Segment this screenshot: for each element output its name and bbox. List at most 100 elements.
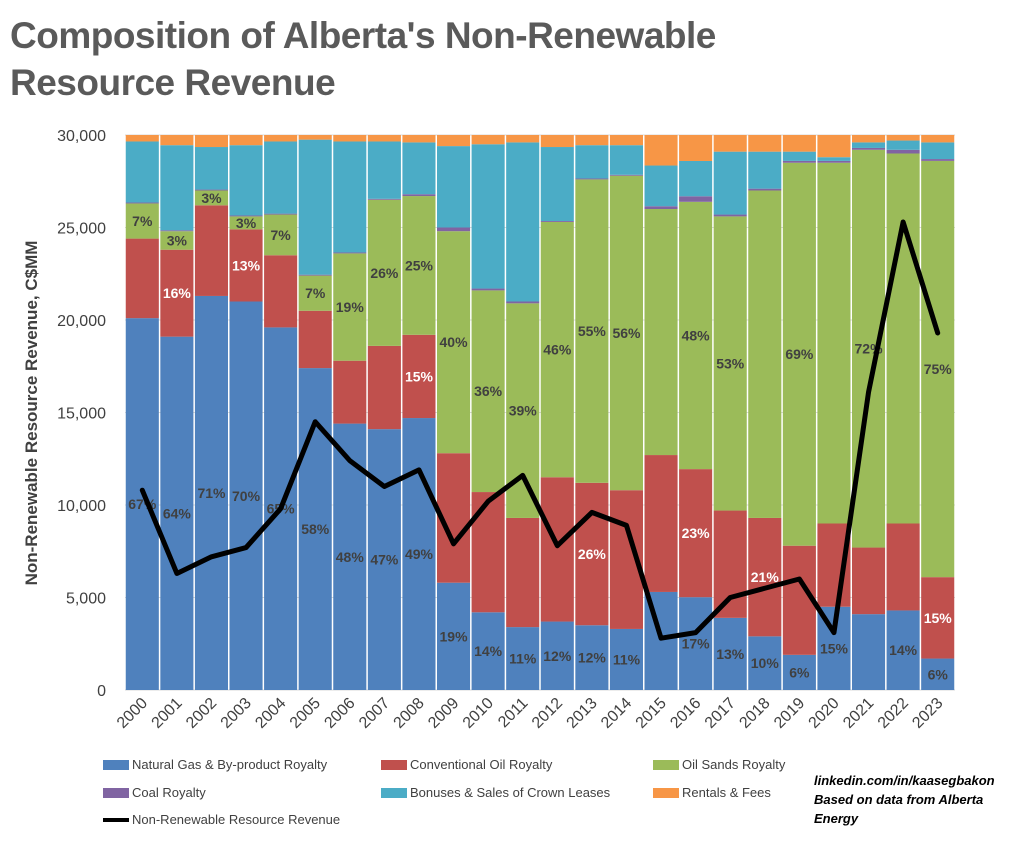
x-tick-label: 2007 xyxy=(356,695,393,732)
bar-segment xyxy=(817,157,851,161)
bar-segment xyxy=(679,196,713,202)
bar-percent-label: 11% xyxy=(613,651,641,667)
bar-segment xyxy=(471,612,505,690)
bar-segment xyxy=(229,135,263,146)
bar-segment xyxy=(748,190,782,518)
bar-segment xyxy=(921,142,955,160)
bar-segment xyxy=(540,221,574,478)
bar-segment xyxy=(575,145,609,179)
legend-label: Non-Renewable Resource Revenue xyxy=(132,812,341,827)
bar-percent-label: 10% xyxy=(751,655,780,671)
bar-segment xyxy=(160,249,194,337)
bar-segment xyxy=(506,627,540,690)
bar-percent-label: 19% xyxy=(440,628,469,644)
bar-segment xyxy=(298,310,332,369)
bar-percent-label: 26% xyxy=(578,546,607,562)
source-credit: linkedin.com/in/kaasegbakon Based on dat… xyxy=(814,771,1019,828)
bar-segment xyxy=(540,135,574,148)
bar-segment xyxy=(817,160,851,163)
bar-segment xyxy=(194,190,228,206)
bar-percent-label: 15% xyxy=(820,640,849,656)
legend-label: Rentals & Fees xyxy=(682,785,771,800)
bar-segment xyxy=(782,151,816,161)
x-tick-label: 2018 xyxy=(736,695,773,732)
bar-segment xyxy=(748,517,782,637)
bar-percent-label: 14% xyxy=(474,643,503,659)
y-axis-label: Non-Renewable Resource Revenue, C$MM xyxy=(22,241,41,586)
bar-percent-label: 39% xyxy=(509,403,538,419)
bar-segment xyxy=(264,135,298,142)
x-tick-label: 2017 xyxy=(702,695,739,732)
bar-segment xyxy=(506,142,540,302)
bar-segment xyxy=(540,621,574,690)
bar-percent-label: 48% xyxy=(682,327,711,343)
bar-segment xyxy=(194,189,228,191)
bar-segment xyxy=(609,145,643,175)
bar-segment xyxy=(506,135,540,143)
bar-percent-label: 69% xyxy=(785,346,814,362)
bar-percent-label: 13% xyxy=(232,257,261,273)
x-tick-label: 2019 xyxy=(771,695,808,732)
bar-percent-label: 49% xyxy=(405,546,434,562)
bar-segment xyxy=(782,654,816,690)
bar-segment xyxy=(437,135,471,147)
bar-segment xyxy=(921,577,955,659)
bar-percent-label: 53% xyxy=(716,355,745,371)
bar-percent-label: 36% xyxy=(474,383,503,399)
bar-segment xyxy=(125,141,159,203)
bar-segment xyxy=(886,610,920,690)
bar-segment xyxy=(921,658,955,690)
x-tick-label: 2023 xyxy=(909,695,946,732)
bar-percent-label: 55% xyxy=(578,323,607,339)
bar-percent-label: 12% xyxy=(543,648,572,664)
bar-segment xyxy=(367,199,401,346)
bar-percent-label: 58% xyxy=(301,521,330,537)
bar-segment xyxy=(782,162,816,546)
bar-segment xyxy=(437,146,471,228)
legend-label: Conventional Oil Royalty xyxy=(410,757,553,772)
bar-segment xyxy=(298,275,332,311)
bar-segment xyxy=(679,201,713,470)
bar-percent-label: 6% xyxy=(789,664,810,680)
bar-percent-label: 3% xyxy=(236,215,257,231)
legend-label: Natural Gas & By-product Royalty xyxy=(132,757,328,772)
bar-segment xyxy=(471,135,505,145)
bar-segment xyxy=(886,149,920,154)
bar-segment xyxy=(575,625,609,690)
bar-segment xyxy=(402,194,436,197)
bar-segment xyxy=(264,141,298,214)
bar-segment xyxy=(886,153,920,524)
bar-segment xyxy=(160,231,194,250)
legend-swatch xyxy=(653,787,679,798)
bar-segment xyxy=(160,135,194,146)
bar-segment xyxy=(886,523,920,611)
bar-segment xyxy=(644,209,678,456)
bar-percent-label: 47% xyxy=(370,552,399,568)
bar-segment xyxy=(367,429,401,690)
bar-segment xyxy=(852,147,886,150)
bar-segment xyxy=(679,597,713,690)
bar-segment xyxy=(921,159,955,161)
bar-segment xyxy=(852,135,886,143)
bar-segment xyxy=(194,147,228,190)
bar-segment xyxy=(679,469,713,598)
x-tick-label: 2006 xyxy=(321,695,358,732)
x-tick-label: 2003 xyxy=(218,695,255,732)
bar-segment xyxy=(333,252,367,254)
bar-percent-label: 3% xyxy=(201,190,222,206)
credit-linkedin: linkedin.com/in/kaasegbakon xyxy=(814,773,995,788)
legend-swatch xyxy=(103,787,129,798)
y-tick-label: 5,000 xyxy=(66,591,106,608)
legend-swatch xyxy=(381,759,407,770)
legend-item-oil-sands: Oil Sands Royalty xyxy=(653,757,785,772)
bar-segment xyxy=(367,141,401,199)
bar-segment xyxy=(160,336,194,690)
x-axis: 2000200120022003200420052006200720082009… xyxy=(114,695,947,732)
revenue-line xyxy=(139,219,941,641)
x-tick-label: 2020 xyxy=(806,695,843,732)
bar-segment xyxy=(644,135,678,166)
bar-segment xyxy=(402,196,436,335)
bar-segment xyxy=(575,482,609,626)
x-tick-label: 2008 xyxy=(391,695,428,732)
bar-segment xyxy=(194,295,228,690)
